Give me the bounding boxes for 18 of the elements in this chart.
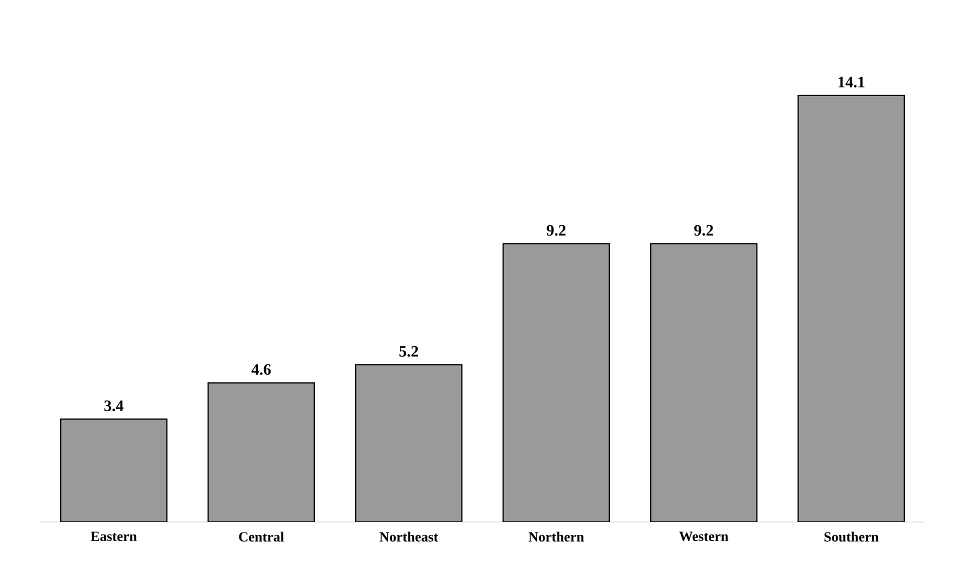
data-label: 9.2: [694, 224, 714, 236]
x-tick-label: Northeast: [380, 532, 438, 542]
data-label: 3.4: [104, 400, 124, 412]
x-tick-label: Eastern: [90, 532, 137, 542]
x-tick-label: Northern: [528, 532, 584, 542]
data-label: 5.2: [399, 346, 418, 357]
bar: [650, 243, 758, 522]
data-label: 14.1: [838, 76, 864, 88]
x-tick-label: Southern: [824, 532, 879, 542]
x-tick-label: Western: [679, 532, 728, 542]
bar: [355, 364, 462, 522]
data-label: 4.6: [252, 364, 271, 375]
x-tick-label: Central: [239, 532, 284, 542]
bar: [502, 243, 610, 522]
bar: [798, 94, 905, 522]
bar: [208, 382, 315, 522]
bar: [60, 418, 168, 522]
data-label: 9.2: [546, 224, 566, 236]
